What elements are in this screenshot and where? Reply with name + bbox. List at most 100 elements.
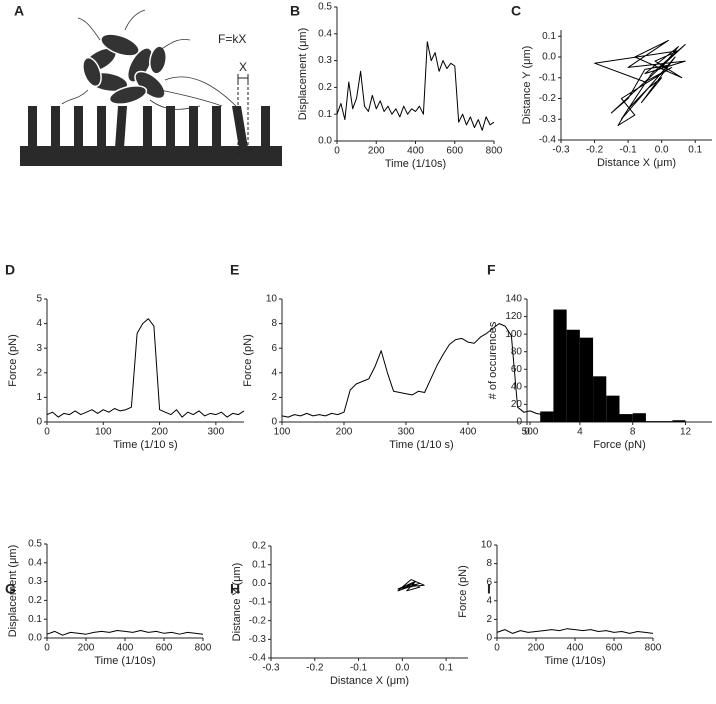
x-tick-label: 800: [195, 643, 212, 654]
chart: G 0 200 400 600 800 0.0 0.1 0.2 0.3 0.4 0.5 Time (1/…: [5, 539, 212, 667]
y-tick-label: -0.4: [249, 653, 267, 664]
y-axis-title: Displacement (μm): [7, 545, 19, 638]
y-tick-label: 0.3: [28, 576, 42, 587]
y-tick-label: 0.1: [252, 559, 266, 570]
trace: [397, 579, 425, 592]
x-tick-label: 300: [208, 427, 225, 438]
y-tick-label: 5: [36, 294, 42, 305]
base: [20, 146, 282, 166]
y-tick-label: 0.2: [28, 595, 42, 606]
y-axis-title: Force (pN): [7, 334, 19, 387]
x-tick-label: 0.1: [439, 663, 453, 674]
y-tick-label: 0: [516, 417, 522, 428]
bar: [606, 395, 620, 422]
y-tick-label: 0.1: [28, 614, 42, 625]
bar: [659, 421, 673, 422]
chart: B 0 200 400 600 800 0.0 0.1 0.2 0.3 0.4 0.5 Time (1/…: [290, 2, 503, 170]
panel-label: C: [511, 3, 521, 19]
x-tick-label: 200: [528, 643, 545, 654]
deflection-marker: [237, 74, 249, 155]
y-tick-label: 0.0: [252, 578, 266, 589]
y-tick-label: 8: [271, 318, 277, 329]
x-axis-title: Time (1/10 s): [389, 439, 453, 451]
trace: [46, 630, 204, 636]
panel-label: E: [230, 262, 239, 278]
panel-label: I: [487, 581, 491, 597]
bar: [645, 421, 660, 422]
chart: C-0.3 -0.2 -0.1 0.0 0.1-0.4-0.3-0.2-0.10.00.…: [511, 3, 712, 169]
bar: [553, 309, 567, 422]
y-tick-label: 80: [511, 346, 523, 357]
y-tick-label: 0: [271, 417, 277, 428]
x-tick-label: 0: [494, 643, 500, 654]
x-tick-label: 12: [680, 427, 692, 438]
bar: [593, 376, 607, 422]
trace: [281, 323, 562, 418]
x-tick-label: 600: [156, 643, 173, 654]
x-tick-label: -0.1: [619, 145, 637, 156]
chart: D 0 100 200 300 0 1 2 3 4 5 Time (1/10 s) Force (pN): [5, 262, 245, 451]
x-tick-label: -0.2: [586, 145, 604, 156]
y-tick-label: -0.4: [539, 135, 557, 146]
y-tick-label: -0.3: [249, 634, 267, 645]
pillars: [28, 106, 270, 148]
x-tick-label: 800: [645, 643, 662, 654]
y-tick-label: 2: [271, 392, 277, 403]
y-tick-label: 140: [505, 294, 522, 305]
y-tick-label: -0.1: [249, 597, 267, 608]
x-tick-label: -0.2: [306, 663, 324, 674]
y-tick-label: 1: [36, 392, 42, 403]
x-tick-label: 400: [567, 643, 584, 654]
panel-label: B: [290, 3, 300, 19]
bar: [672, 420, 686, 422]
y-tick-label: 10: [266, 294, 278, 305]
y-tick-label: 0: [36, 417, 42, 428]
panel-label: D: [5, 262, 15, 278]
y-tick-label: 0.1: [542, 31, 556, 42]
y-tick-label: 0.0: [542, 52, 556, 63]
y-tick-label: 4: [36, 318, 42, 329]
y-tick-label: 4: [271, 367, 277, 378]
y-tick-label: 0.4: [318, 28, 332, 39]
y-tick-label: 10: [481, 540, 493, 551]
x-tick-label: 200: [78, 643, 95, 654]
y-tick-label: -0.2: [249, 615, 267, 626]
chart: H-0.3 -0.2 -0.1 0.0 0.1-0.4-0.3-0.2-0.10.00.…: [230, 541, 468, 687]
y-tick-label: 60: [511, 364, 523, 375]
y-tick-label: 6: [271, 343, 277, 354]
y-axis-title: Force (pN): [242, 334, 254, 387]
y-tick-label: 0.2: [252, 541, 266, 552]
x-axis-title: Time (1/10 s): [113, 439, 177, 451]
y-tick-label: 100: [505, 329, 522, 340]
y-tick-label: 0.2: [318, 82, 332, 93]
y-tick-label: 0: [486, 633, 492, 644]
x-tick-label: 400: [407, 146, 424, 157]
x-tick-label: 200: [151, 427, 168, 438]
bar: [619, 414, 633, 422]
y-tick-label: 40: [511, 381, 523, 392]
bar: [566, 329, 580, 422]
x-tick-label: 500: [522, 427, 539, 438]
formula: F=kX: [218, 32, 246, 46]
y-tick-label: 0.0: [28, 633, 42, 644]
bar: [579, 337, 594, 422]
y-tick-label: 2: [486, 614, 492, 625]
y-tick-label: 4: [486, 595, 492, 606]
bar: [632, 413, 646, 422]
trace: [336, 41, 495, 131]
y-axis-title: Force (pN): [457, 565, 469, 618]
y-tick-label: 0.5: [28, 539, 42, 550]
x-tick-label: 0: [334, 146, 340, 157]
y-tick-label: -0.1: [539, 72, 557, 83]
panel-label: H: [230, 581, 240, 597]
x-axis-title: Time (1/10s): [544, 655, 605, 667]
x-tick-label: 0.1: [688, 145, 702, 156]
x-tick-label: 400: [460, 427, 477, 438]
chart: I 0 200 400 600 800 0 2 4 6 8 10 Time (1/10s) Force (…: [457, 540, 662, 667]
y-tick-label: 2: [36, 367, 42, 378]
x-axis-title: Time (1/10s): [385, 158, 446, 170]
x-tick-label: 400: [117, 643, 134, 654]
x-axis-title: Distance X (μm): [330, 675, 409, 687]
